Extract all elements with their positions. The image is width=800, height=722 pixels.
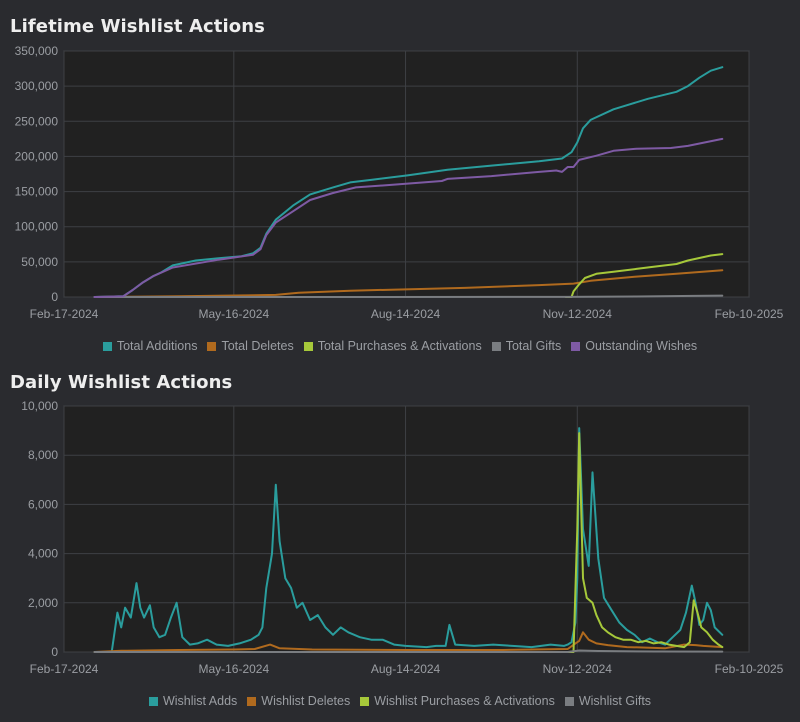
legend-item-outstanding-wishes[interactable]: Outstanding Wishes: [571, 339, 697, 353]
x-tick-label: Feb-17-2024: [30, 662, 99, 676]
legend-swatch: [360, 696, 370, 706]
legend-label: Wishlist Purchases & Activations: [374, 694, 555, 708]
y-tick-label: 8,000: [28, 448, 58, 462]
daily-wishlist-chart: 0 2,000 4,000 6,000 8,000 10,000 Feb-17-2024 Ma…: [21, 399, 784, 676]
legend-swatch: [303, 341, 313, 351]
x-tick-label: May-16-2024: [198, 662, 269, 676]
legend-label: Total Additions: [116, 339, 198, 353]
legend-label: Total Purchases & Activations: [317, 339, 482, 353]
y-tick-label: 300,000: [15, 79, 59, 93]
series-line-wishlist-gifts: [93, 649, 724, 653]
legend-item-total-additions[interactable]: Total Additions: [102, 339, 198, 353]
x-tick-label: Nov-12-2024: [543, 662, 613, 676]
y-tick-label: 200,000: [15, 149, 59, 163]
legend-item-total-gifts[interactable]: Total Gifts: [491, 339, 562, 353]
legend-item-wishlist-deletes[interactable]: Wishlist Deletes: [247, 694, 350, 708]
series-line-total-deletes: [93, 269, 724, 298]
y-tick-label: 6,000: [28, 497, 58, 511]
legend-swatch: [491, 341, 501, 351]
legend-swatch: [207, 341, 217, 351]
series-line-outstanding-wishes: [93, 137, 724, 298]
series-line-total-gifts: [93, 294, 724, 298]
legend-label: Wishlist Deletes: [261, 694, 351, 708]
lifetime-wishlist-chart: 0 50,000 100,000 150,000 200,000 250,000 300,0…: [15, 44, 784, 321]
legend-label: Wishlist Adds: [162, 694, 238, 708]
legend-swatch: [564, 696, 574, 706]
lifetime-wishlist-panel: Lifetime Wishlist Actions 0 50,000 100,000…: [0, 16, 800, 353]
legend-item-total-purchases-and-activations[interactable]: Total Purchases & Activations: [303, 339, 482, 353]
x-tick-label: Feb-10-2025: [715, 307, 784, 321]
y-tick-label: 50,000: [21, 255, 58, 269]
x-tick-label: Nov-12-2024: [543, 307, 613, 321]
series-line-total-purchases-and-activations: [564, 253, 724, 298]
y-tick-label: 10,000: [21, 399, 58, 413]
series-line-wishlist-deletes: [93, 631, 724, 653]
plot-area: [63, 50, 750, 298]
y-tick-label: 4,000: [28, 547, 58, 561]
y-tick-label: 350,000: [15, 44, 59, 58]
legend-label: Outstanding Wishes: [585, 339, 698, 353]
legend-item-wishlist-purchases-and-activations[interactable]: Wishlist Purchases & Activations: [360, 694, 555, 708]
series-line-wishlist-purchases-and-activations: [564, 432, 724, 653]
series-line-total-additions: [93, 66, 724, 298]
legend-swatch: [148, 696, 158, 706]
y-tick-label: 250,000: [15, 114, 59, 128]
y-tick-label: 0: [51, 645, 58, 659]
legend-item-wishlist-adds[interactable]: Wishlist Adds: [148, 694, 238, 708]
chart-title: Lifetime Wishlist Actions: [10, 16, 265, 37]
legend-swatch: [247, 696, 257, 706]
y-tick-label: 100,000: [15, 220, 59, 234]
plot-area: [63, 405, 750, 653]
legend-item-wishlist-gifts[interactable]: Wishlist Gifts: [564, 694, 652, 708]
x-tick-label: Aug-14-2024: [371, 307, 441, 321]
legend-swatch: [102, 341, 112, 351]
daily-wishlist-panel: Daily Wishlist Actions 0 2,000 4,000 6,000 8…: [0, 362, 800, 722]
legend-swatch: [571, 341, 581, 351]
legend-label: Total Gifts: [505, 339, 562, 353]
x-tick-label: Feb-17-2024: [30, 307, 99, 321]
x-tick-label: Aug-14-2024: [371, 662, 441, 676]
chart-legend: Wishlist Adds Wishlist Deletes Wishlist Pu…: [0, 694, 800, 708]
legend-label: Total Deletes: [221, 339, 294, 353]
chart-title: Daily Wishlist Actions: [10, 372, 233, 393]
chart-legend: Total Additions Total Deletes Total Purcha…: [0, 339, 800, 353]
x-tick-label: Feb-10-2025: [715, 662, 784, 676]
x-tick-label: May-16-2024: [198, 307, 269, 321]
y-tick-label: 150,000: [15, 185, 59, 199]
legend-label: Wishlist Gifts: [578, 694, 652, 708]
legend-item-total-deletes[interactable]: Total Deletes: [207, 339, 294, 353]
y-tick-label: 0: [51, 290, 58, 304]
y-tick-label: 2,000: [28, 596, 58, 610]
